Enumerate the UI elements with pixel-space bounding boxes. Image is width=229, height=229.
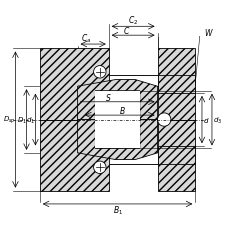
Text: $B$: $B$: [118, 105, 125, 116]
Circle shape: [157, 113, 170, 127]
Text: $B_1$: $B_1$: [112, 204, 122, 216]
Circle shape: [93, 66, 106, 79]
Polygon shape: [157, 76, 194, 93]
Text: $C_2$: $C_2$: [128, 15, 138, 27]
Polygon shape: [95, 91, 139, 120]
Polygon shape: [77, 80, 157, 120]
Polygon shape: [108, 76, 157, 120]
Text: $C_a$: $C_a$: [81, 33, 91, 45]
Text: $C$: $C$: [122, 25, 130, 36]
Polygon shape: [40, 49, 194, 120]
Text: $S$: $S$: [105, 91, 112, 102]
Polygon shape: [157, 147, 194, 164]
Text: $D_{sp}$: $D_{sp}$: [3, 114, 15, 126]
Text: $d_3$: $d_3$: [212, 115, 221, 125]
Polygon shape: [95, 120, 139, 149]
Text: $d_1$: $d_1$: [26, 115, 35, 125]
Polygon shape: [77, 120, 157, 160]
Polygon shape: [40, 120, 194, 191]
Circle shape: [93, 161, 106, 174]
Text: $W$: $W$: [203, 27, 213, 38]
Polygon shape: [108, 120, 157, 164]
Text: $d$: $d$: [202, 116, 209, 125]
Text: $D_1$: $D_1$: [16, 115, 26, 125]
